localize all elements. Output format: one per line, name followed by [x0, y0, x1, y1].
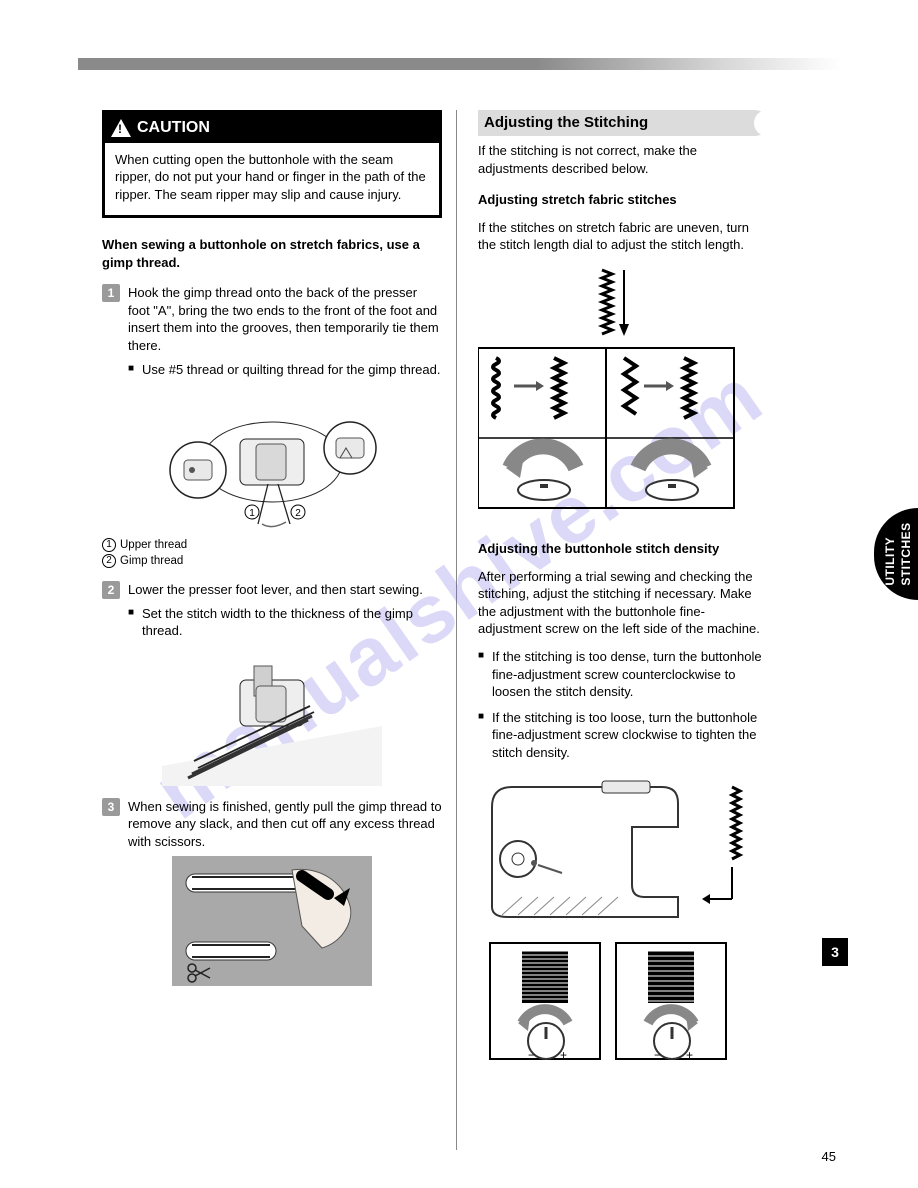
step-number: 1: [102, 284, 120, 302]
step-3: 3 When sewing is finished, gently pull t…: [102, 798, 442, 851]
chapter-number-block: 3: [822, 938, 848, 966]
caution-header: CAUTION: [105, 113, 439, 143]
caution-body: When cutting open the buttonhole with th…: [105, 143, 439, 216]
step-3-text: When sewing is finished, gently pull the…: [128, 798, 442, 851]
section-heading-band: Adjusting the Stitching: [478, 110, 768, 136]
caution-title: CAUTION: [137, 117, 210, 139]
sub1-desc: If the stitches on stretch fabric are un…: [478, 219, 768, 254]
svg-text:+: +: [686, 1048, 693, 1062]
figure-buttonhole-density: − + − +: [478, 771, 768, 1071]
right-column: Adjusting the Stitching If the stitching…: [478, 110, 768, 1076]
step-1-substep: Use #5 thread or quilting thread for the…: [128, 361, 442, 379]
sub2-bullet-a: If the stitching is too dense, turn the …: [478, 648, 768, 701]
figure-presser-foot-gimp: 1 2: [162, 384, 382, 534]
step-1: 1 Hook the gimp thread onto the back of …: [102, 284, 442, 378]
figure-sewing-gimp: [162, 646, 382, 786]
caution-box: CAUTION When cutting open the buttonhole…: [102, 110, 442, 218]
step-2-text: Lower the presser foot lever, and then s…: [128, 581, 442, 599]
step-number: 2: [102, 581, 120, 599]
svg-text:2: 2: [295, 508, 301, 519]
svg-text:−: −: [654, 1048, 661, 1062]
callout-1: Upper thread: [120, 539, 187, 551]
left-column: CAUTION When cutting open the buttonhole…: [102, 110, 442, 990]
side-tab-label: UTILITY STITCHES: [882, 522, 914, 585]
column-divider: [456, 110, 457, 1150]
page-number: 45: [822, 1148, 836, 1166]
left-intro: When sewing a buttonhole on stretch fabr…: [102, 236, 442, 271]
section-heading: Adjusting the Stitching: [478, 110, 768, 136]
right-intro: If the stitching is not correct, make th…: [478, 142, 768, 177]
chapter-side-tab: UTILITY STITCHES: [874, 508, 918, 600]
svg-text:+: +: [560, 1048, 567, 1062]
sub2-title: Adjusting the buttonhole stitch density: [478, 540, 768, 558]
sub2-desc: After performing a trial sewing and chec…: [478, 568, 768, 638]
svg-text:1: 1: [249, 508, 255, 519]
step-2: 2 Lower the presser foot lever, and then…: [102, 581, 442, 640]
sub1-title: Adjusting stretch fabric stitches: [478, 191, 768, 209]
step-2-substep: Set the stitch width to the thickness of…: [128, 605, 442, 640]
step-1-text: Hook the gimp thread onto the back of th…: [128, 284, 442, 354]
warning-triangle-icon: [111, 119, 131, 137]
figure-1-callouts: 1Upper thread 2Gimp thread: [102, 538, 442, 569]
figure-stitch-length-adjust: [478, 264, 738, 514]
step-number: 3: [102, 798, 120, 816]
sub2-bullet-b: If the stitching is too loose, turn the …: [478, 709, 768, 762]
figure-cut-gimp: [172, 856, 372, 986]
callout-2: Gimp thread: [120, 555, 183, 567]
svg-text:−: −: [528, 1048, 535, 1062]
top-gradient-bar: [78, 58, 840, 70]
